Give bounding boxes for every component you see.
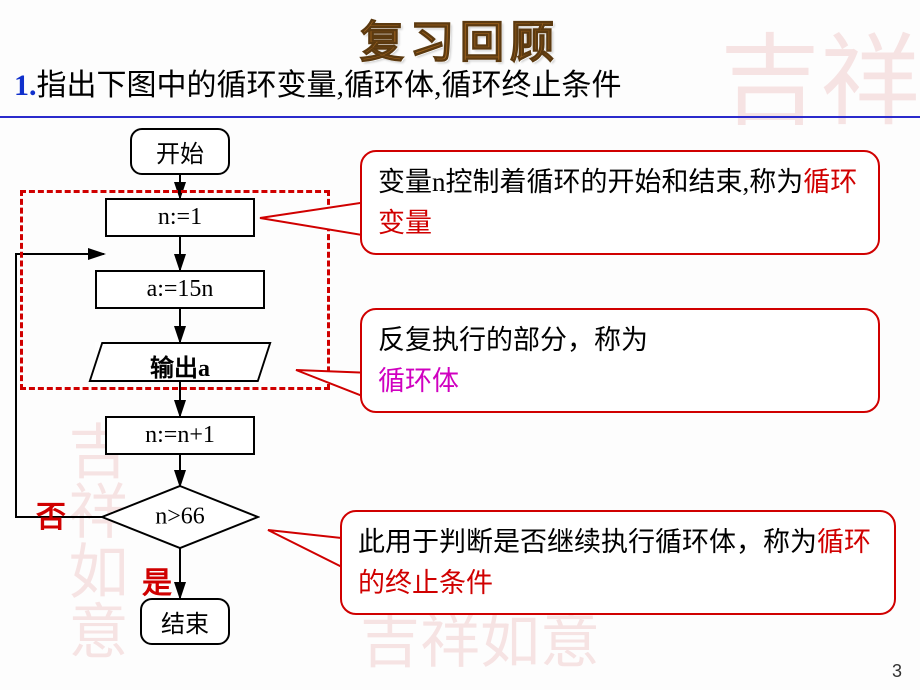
callout3-text: 此用于判断是否继续执行循环体，称为 [358, 527, 817, 557]
page-number: 3 [892, 661, 902, 682]
callout-loop-variable: 变量n控制着循环的开始和结束,称为循环变量 [360, 150, 880, 255]
callout2-text: 反复执行的部分，称为 [378, 325, 648, 355]
callout1-text: 变量n控制着循环的开始和结束,称为 [378, 167, 803, 197]
callout-loop-body: 反复执行的部分，称为循环体 [360, 308, 880, 413]
callout2-highlight: 循环体 [378, 366, 459, 396]
callout-loop-termination: 此用于判断是否继续执行循环体，称为循环的终止条件 [340, 510, 896, 615]
